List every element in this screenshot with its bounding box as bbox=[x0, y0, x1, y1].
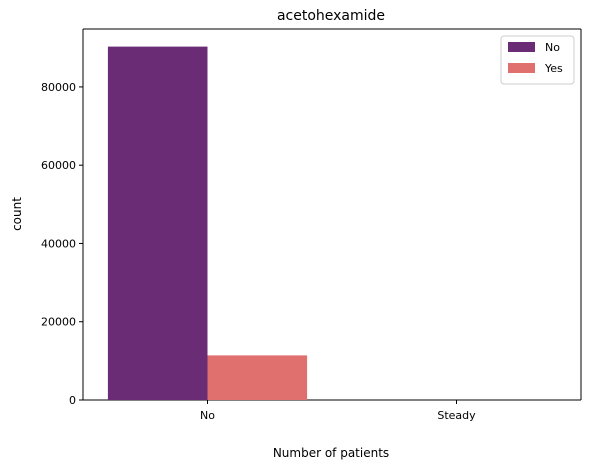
y-tick-label: 20000 bbox=[41, 316, 76, 329]
y-tick-label: 60000 bbox=[41, 159, 76, 172]
y-tick-label: 80000 bbox=[41, 81, 76, 94]
legend: No Yes bbox=[500, 35, 575, 85]
y-tick-label: 0 bbox=[69, 394, 76, 407]
legend-label-no: No bbox=[545, 41, 560, 54]
legend-label-yes: Yes bbox=[544, 62, 563, 75]
y-axis-label: count bbox=[10, 197, 24, 231]
x-tick-label: Steady bbox=[437, 409, 476, 422]
legend-swatch-no bbox=[508, 42, 535, 52]
x-tick-label: No bbox=[200, 409, 215, 422]
x-axis: No Steady Number of patients bbox=[83, 399, 581, 460]
bar-no-no bbox=[107, 46, 208, 401]
bars bbox=[107, 46, 557, 401]
legend-entries: No Yes bbox=[508, 41, 563, 75]
y-ticks: 0 20000 40000 60000 80000 bbox=[41, 81, 83, 407]
x-ticks: No Steady bbox=[200, 400, 476, 422]
y-axis: 0 20000 40000 60000 80000 count bbox=[10, 29, 84, 407]
chart-title: acetohexamide bbox=[277, 8, 385, 24]
bar-yes-no bbox=[207, 355, 308, 400]
x-axis-label: Number of patients bbox=[273, 446, 389, 460]
y-tick-label: 40000 bbox=[41, 237, 76, 250]
legend-swatch-yes bbox=[508, 63, 535, 73]
